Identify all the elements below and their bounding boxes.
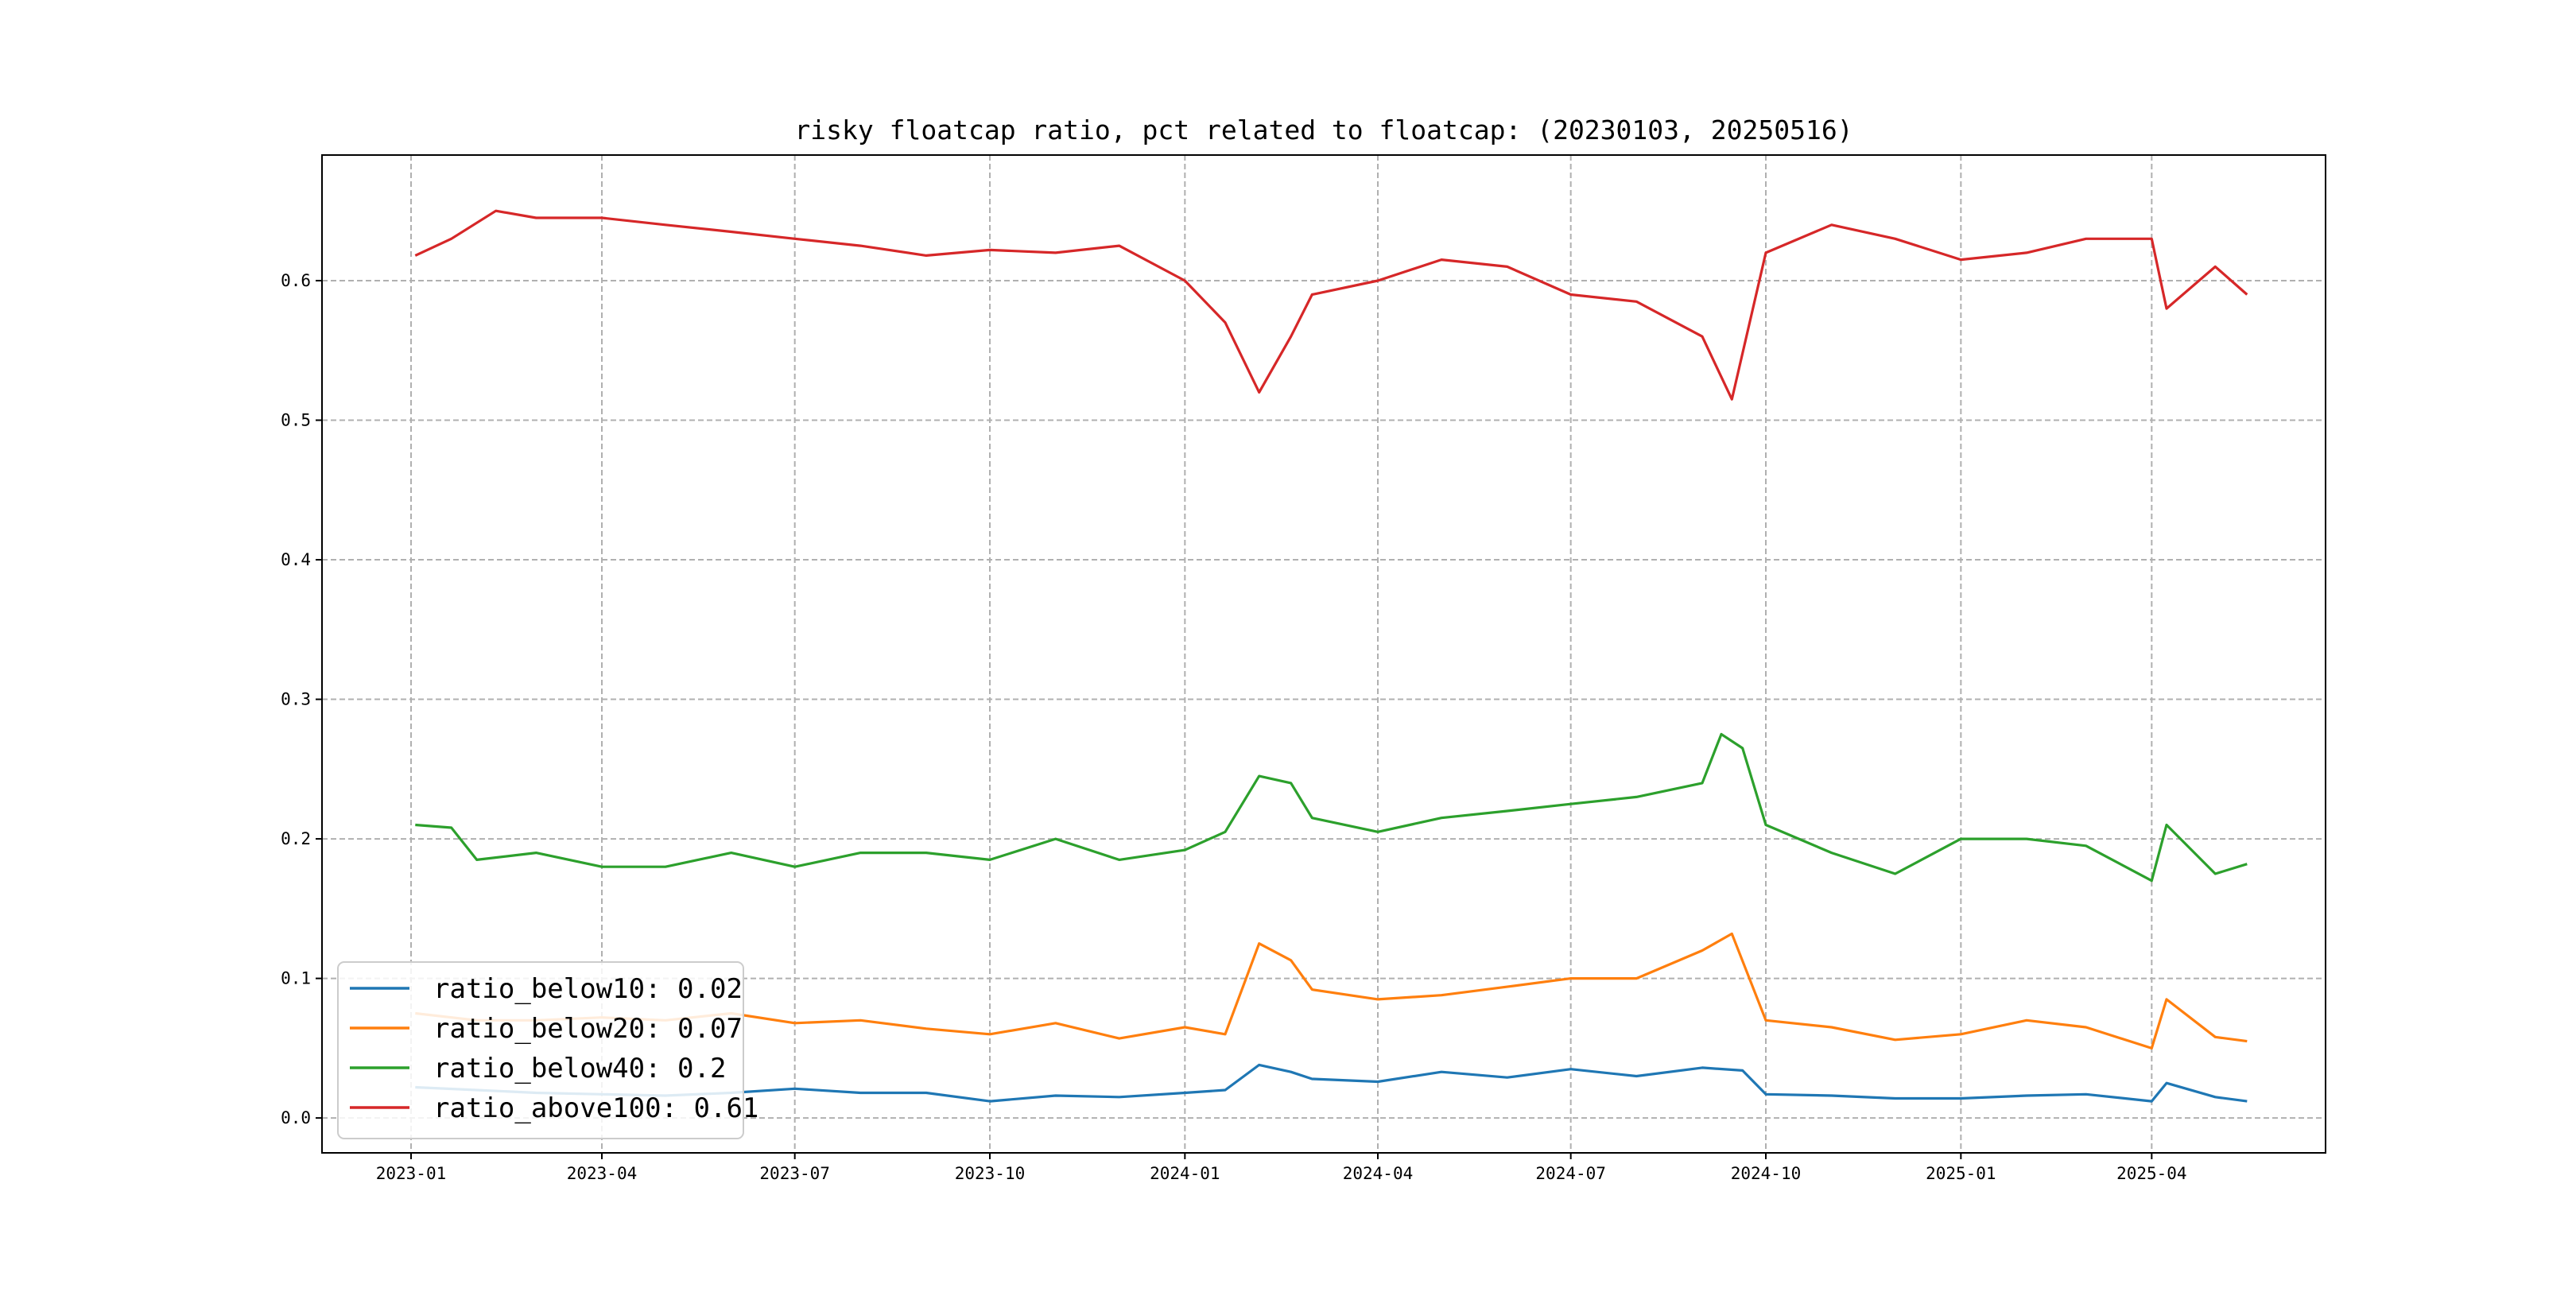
x-tick-label: 2024-01 <box>1150 1164 1220 1183</box>
x-tick-label: 2025-01 <box>1926 1164 1996 1183</box>
y-tick-label: 0.5 <box>281 410 311 429</box>
plot-frame <box>321 154 2326 1154</box>
y-tick-label: 0.1 <box>281 969 311 988</box>
x-tick-label: 2025-04 <box>2116 1164 2187 1183</box>
x-tick-label: 2023-07 <box>759 1164 830 1183</box>
x-tick-label: 2024-07 <box>1535 1164 1606 1183</box>
y-tick-label: 0.4 <box>281 550 311 569</box>
chart-title: risky floatcap ratio, pct related to flo… <box>794 114 1852 145</box>
x-tick-label: 2023-01 <box>376 1164 447 1183</box>
x-tick-label: 2024-10 <box>1731 1164 1802 1183</box>
series-layer <box>414 209 2248 1103</box>
legend-label-ratio_above100: ratio_above100: 0.61 <box>433 1092 758 1124</box>
series-line-ratio_below20 <box>415 932 2248 1050</box>
legend-label-ratio_below40: ratio_below40: 0.2 <box>433 1053 726 1084</box>
y-tick-label: 0.3 <box>281 690 311 709</box>
x-tick-label: 2023-10 <box>955 1164 1026 1183</box>
y-tick-label: 0.0 <box>281 1108 311 1127</box>
legend: ratio_below10: 0.02 ratio_below20: 0.07 ra… <box>337 961 758 1139</box>
y-tick-label: 0.2 <box>281 829 311 848</box>
series-line-ratio_below10 <box>415 1063 2248 1103</box>
legend-label-ratio_below20: ratio_below20: 0.07 <box>433 1013 743 1045</box>
x-tick-label: 2024-04 <box>1343 1164 1414 1183</box>
tick-layer: 2023-01 2023-04 2023-07 2023-10 2024-01 2024-… <box>281 271 2187 1183</box>
series-line-ratio_below40 <box>415 732 2248 883</box>
legend-label-ratio_below10: ratio_below10: 0.02 <box>433 973 743 1005</box>
series-line-ratio_above100 <box>414 209 2248 401</box>
legend-box <box>337 961 744 1139</box>
x-tick-label: 2023-04 <box>567 1164 638 1183</box>
y-tick-label: 0.6 <box>281 271 311 290</box>
